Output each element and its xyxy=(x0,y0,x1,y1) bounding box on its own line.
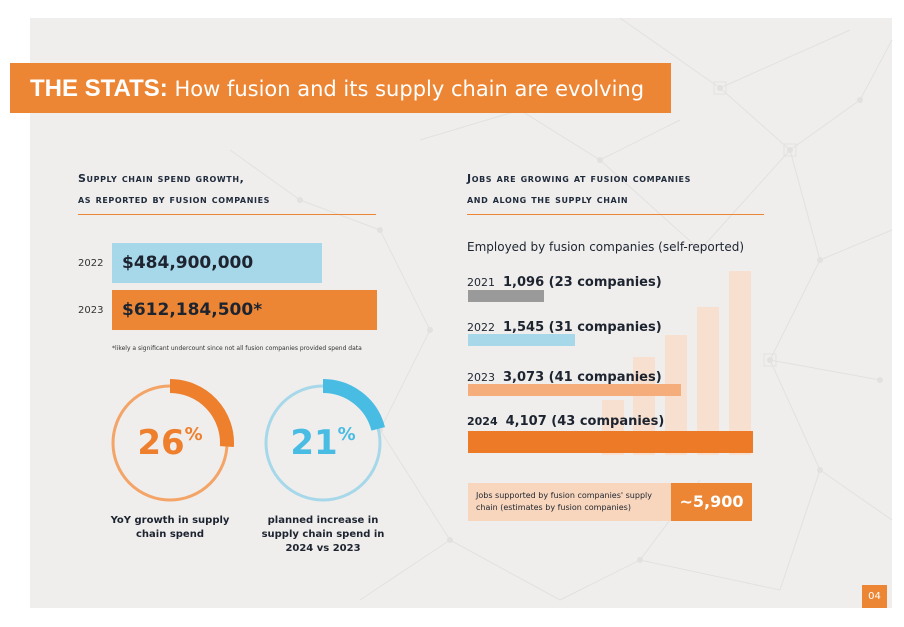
jobs-row-2023: 2023 3,073 (41 companies) xyxy=(467,366,662,385)
ring-planned-caption-line3: 2024 vs 2023 xyxy=(285,543,361,554)
spend-footnote: *likely a significant undercount since n… xyxy=(112,345,362,352)
page-number: 04 xyxy=(868,591,881,602)
jobs-value-2024: 4,107 (43 companies) xyxy=(505,414,665,429)
spend-value-2022: $484,900,000 xyxy=(122,253,254,273)
jobs-row-2022: 2022 1,545 (31 companies) xyxy=(467,316,662,335)
ring-planned-suffix: % xyxy=(337,424,356,445)
ring-chart-yoy xyxy=(111,379,234,502)
jobs-row-2024: 2024 4,107 (43 companies) xyxy=(467,410,664,429)
spend-heading-rule xyxy=(78,214,376,215)
employed-label: Employed by fusion companies (self-repor… xyxy=(467,240,745,254)
spend-heading-line2: as reported by fusion companies xyxy=(78,193,271,206)
ring-yoy-caption: YoY growth in supply chain spend xyxy=(90,514,250,542)
bg-bar-2 xyxy=(633,357,655,455)
supply-jobs-text: Jobs supported by fusion companies' supp… xyxy=(476,491,652,512)
ring-planned-caption-line2: supply chain spend in xyxy=(261,529,385,540)
ring-yoy-number: 26 xyxy=(137,423,185,463)
jobs-heading-rule xyxy=(467,214,764,215)
supply-jobs-value: ~5,900 xyxy=(679,492,744,511)
jobs-heading-line1: Jobs are growing at fusion companies xyxy=(467,172,691,185)
page-number-box xyxy=(862,585,887,608)
spend-bar-2023 xyxy=(112,290,377,330)
ring-planned-arc xyxy=(322,379,385,431)
ring-yoy-suffix: % xyxy=(184,424,203,445)
bg-bar-4 xyxy=(697,307,719,455)
title-bold: THE STATS: xyxy=(30,75,168,102)
title-banner xyxy=(10,63,671,113)
jobs-year-2021: 2021 xyxy=(467,276,495,289)
jobs-year-2024: 2024 xyxy=(467,415,498,428)
jobs-bar-2022 xyxy=(468,334,575,346)
ring-planned-value: 21% xyxy=(253,423,393,463)
spend-heading: Supply chain spend growth, as reported b… xyxy=(78,168,270,210)
ring-planned-caption-line1: planned increase in xyxy=(267,515,379,526)
jobs-row-2021: 2021 1,096 (23 companies) xyxy=(467,271,662,290)
ring-yoy-arc xyxy=(169,379,234,448)
spend-year-2023: 2023 xyxy=(78,305,104,316)
title-rest: How fusion and its supply chain are evol… xyxy=(167,77,645,101)
background-growth-bars xyxy=(602,271,751,455)
ring-planned-number: 21 xyxy=(290,423,338,463)
ring-planned-caption: planned increase in supply chain spend i… xyxy=(243,514,403,556)
supply-jobs-value-box xyxy=(671,483,752,521)
jobs-heading-line2: and along the supply chain xyxy=(467,193,629,206)
spend-heading-line1: Supply chain spend growth, xyxy=(78,172,245,185)
ring-yoy-caption-line2: chain spend xyxy=(136,529,204,540)
ring-chart-planned xyxy=(264,379,385,502)
jobs-bar-2023 xyxy=(468,384,681,396)
ring-yoy-value: 26% xyxy=(100,423,240,463)
spend-bar-2022 xyxy=(112,243,322,283)
ring-yoy-caption-line1: YoY growth in supply xyxy=(110,515,230,526)
spend-year-2022: 2022 xyxy=(78,258,104,269)
jobs-bar-2024 xyxy=(468,431,753,453)
jobs-value-2021: 1,096 (23 companies) xyxy=(503,275,662,290)
page-title: THE STATS: How fusion and its supply cha… xyxy=(30,75,644,103)
jobs-value-2023: 3,073 (41 companies) xyxy=(503,370,662,385)
jobs-year-2023: 2023 xyxy=(467,371,495,384)
jobs-heading: Jobs are growing at fusion companies and… xyxy=(467,168,691,210)
bg-bar-5 xyxy=(729,271,751,455)
supply-jobs-box xyxy=(468,483,671,521)
jobs-year-2022: 2022 xyxy=(467,321,495,334)
jobs-bar-2021 xyxy=(468,290,544,302)
jobs-value-2022: 1,545 (31 companies) xyxy=(503,320,662,335)
spend-value-2023: $612,184,500* xyxy=(122,300,263,320)
